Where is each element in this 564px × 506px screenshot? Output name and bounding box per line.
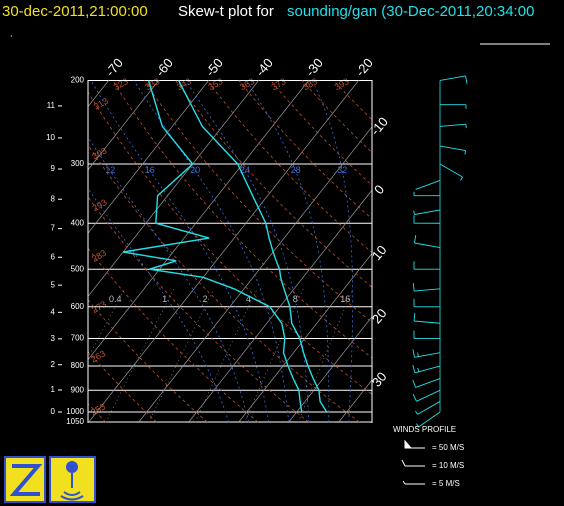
dry-adiabat	[112, 80, 372, 359]
pressure-label: 1050	[66, 417, 84, 426]
wind-barb	[439, 75, 468, 84]
height-label: 7	[51, 224, 56, 233]
height-label: 6	[51, 252, 56, 261]
wind-barb	[413, 215, 441, 224]
pressure-label: 200	[71, 76, 85, 85]
moist-adiabat-label: 32	[337, 165, 347, 175]
wind-barb	[412, 389, 441, 402]
wind-barb	[439, 123, 467, 129]
mixing-ratio-label: 1	[162, 294, 167, 304]
mixing-ratio-label: 16	[340, 294, 350, 304]
height-label: 0	[51, 407, 56, 416]
logo-z	[4, 456, 46, 503]
wind-barb	[413, 191, 441, 197]
height-label: 2	[51, 360, 56, 369]
pressure-label: 500	[71, 264, 85, 273]
moist-adiabat	[311, 80, 354, 423]
wind-barb	[413, 330, 441, 339]
dry-adiabat	[88, 299, 208, 423]
wind-barb	[413, 209, 441, 215]
wind-barb	[439, 145, 467, 155]
pressure-label: 400	[71, 218, 85, 227]
legend-half: = 5 M/S	[432, 479, 460, 488]
wind-barb	[412, 364, 441, 374]
dry-adiabat	[88, 350, 157, 423]
pressure-label: 800	[71, 361, 85, 370]
height-label: 1	[51, 385, 56, 394]
height-label: 11	[47, 101, 56, 110]
temperature-line	[177, 80, 328, 413]
dewpoint-line	[122, 80, 303, 413]
pressure-label: 300	[71, 159, 85, 168]
dry-adiabat	[238, 80, 372, 220]
mixing-ratio-label: 0.4	[109, 294, 122, 304]
moist-adiabat	[133, 80, 290, 423]
pressure-label: 600	[71, 302, 85, 311]
pressure-label: 1000	[66, 407, 84, 416]
height-label: 9	[51, 164, 56, 173]
pressure-label: 900	[71, 385, 85, 394]
height-label: 5	[51, 280, 56, 289]
logo-balloon	[49, 456, 96, 503]
mixing-ratio	[298, 288, 354, 423]
mixing-ratio-label: 2	[203, 294, 208, 304]
isotherm	[187, 189, 372, 423]
moist-adiabat-label: 20	[190, 165, 200, 175]
height-label: 4	[51, 307, 56, 316]
pressure-label: 700	[71, 334, 85, 343]
wind-barb	[413, 261, 441, 270]
height-label: 10	[46, 133, 55, 142]
wind-barb	[415, 180, 441, 190]
isotherm	[88, 80, 160, 171]
dry-adiabat	[88, 91, 372, 395]
mixing-ratio-label: 4	[246, 294, 251, 304]
wind-barb	[439, 163, 463, 181]
dot: .	[10, 29, 13, 40]
moist-adiabat-label: 12	[105, 165, 115, 175]
date: 30-dec-2011,21:00:00	[2, 3, 148, 20]
title: Skew-t plot for	[178, 3, 274, 20]
isotherm	[287, 316, 372, 423]
legend-pennant: = 50 M/S	[432, 443, 464, 452]
mixing-ratio-label: 8	[293, 294, 298, 304]
isotherm	[88, 80, 360, 423]
isotherm	[88, 80, 210, 234]
moist-adiabat-label: 24	[240, 165, 250, 175]
legend-symbols	[401, 439, 425, 485]
dry-adiabat	[143, 80, 372, 323]
moist-adiabat	[88, 136, 250, 423]
moist-adiabat	[88, 187, 230, 423]
height-label: 3	[51, 334, 56, 343]
height-label: 8	[51, 194, 56, 203]
wind-barb	[413, 235, 441, 248]
mixing-ratio	[105, 288, 175, 423]
pennant-symbol	[404, 439, 425, 449]
wind-barb	[413, 312, 441, 324]
half-barb-symbol	[402, 480, 425, 485]
source: sounding/gan (30-Dec-2011,20:34:00	[287, 3, 534, 20]
legend-title: WINDS PROFILE	[393, 425, 456, 434]
dry-adiabat	[206, 80, 372, 254]
dry-adiabat	[88, 144, 360, 423]
wind-barb	[412, 378, 441, 388]
isotherm	[237, 252, 372, 423]
legend-full: = 10 M/S	[432, 461, 464, 470]
wind-barb	[415, 401, 441, 415]
wind-barb	[413, 298, 441, 308]
plot-area	[88, 80, 372, 423]
wind-barb	[439, 104, 467, 109]
wind-barb	[412, 283, 441, 292]
wind-barb	[416, 411, 441, 428]
full-barb-symbol	[401, 459, 425, 467]
isotherm	[88, 80, 310, 361]
wind-barb	[412, 349, 441, 358]
